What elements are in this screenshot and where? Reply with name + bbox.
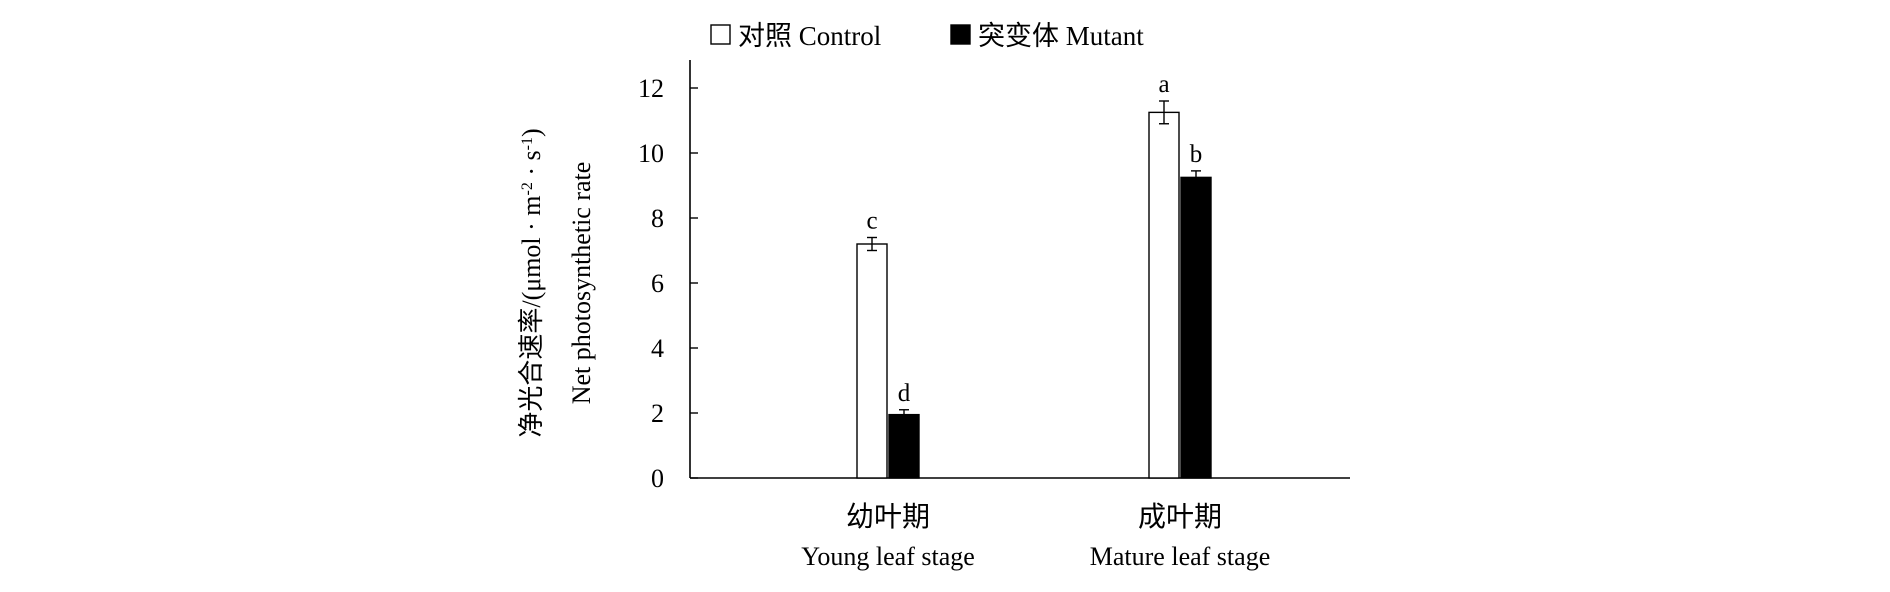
- x-tick-label-en: Young leaf stage: [801, 542, 975, 571]
- y-axis-label-zh: 净光合速率/(μmol · m-2 · s-1): [517, 128, 546, 437]
- legend-swatch: [950, 24, 971, 45]
- legend-swatch: [710, 24, 731, 45]
- x-axis-labels: 幼叶期 Young leaf stage 成叶期 Mature leaf stage: [801, 501, 1270, 571]
- y-tick-label: 4: [651, 334, 664, 363]
- y-axis-label-en: Net photosynthetic rate: [567, 162, 596, 405]
- y-tick-label: 0: [651, 464, 664, 493]
- axes: 0 2 4 6 8 10 12: [638, 60, 1350, 493]
- x-tick-label-zh: 幼叶期: [846, 501, 930, 533]
- x-tick-label-en: Mature leaf stage: [1090, 542, 1270, 571]
- y-tick-label: 12: [638, 74, 664, 103]
- significance-letter: a: [1158, 71, 1169, 98]
- bars: c a d b: [856, 71, 1212, 479]
- y-tick-label: 8: [651, 204, 664, 233]
- x-tick-label-zh: 成叶期: [1138, 501, 1222, 533]
- significance-letter: d: [898, 380, 911, 407]
- legend-label: 对照 Control: [738, 21, 881, 51]
- y-tick-label: 2: [651, 399, 664, 428]
- significance-letter: b: [1190, 141, 1203, 168]
- bar: [1148, 111, 1180, 479]
- bar: [888, 413, 920, 479]
- legend: 对照 Control 突变体 Mutant: [710, 21, 1144, 51]
- y-tick-label: 6: [651, 269, 664, 298]
- bar: [1180, 176, 1212, 479]
- significance-letter: c: [866, 208, 877, 235]
- legend-label: 突变体 Mutant: [978, 21, 1144, 51]
- y-axis-label: 净光合速率/(μmol · m-2 · s-1) Net photosynthet…: [517, 128, 596, 437]
- bar: [856, 243, 888, 479]
- y-tick-label: 10: [638, 139, 664, 168]
